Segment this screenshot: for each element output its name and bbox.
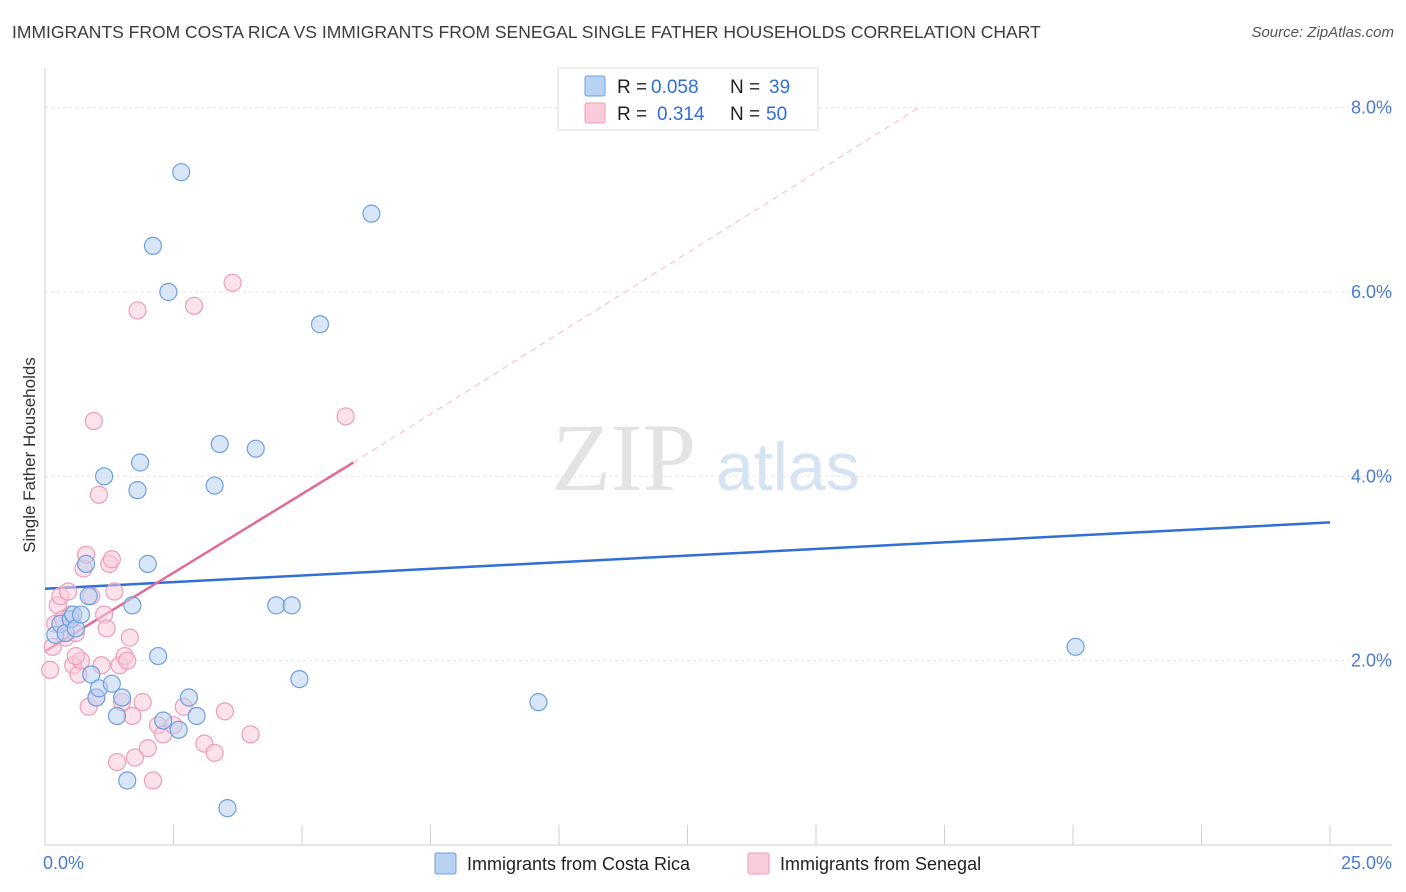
chart-title: IMMIGRANTS FROM COSTA RICA VS IMMIGRANTS… — [12, 22, 1041, 42]
data-point-senegal — [84, 411, 103, 431]
axes — [44, 68, 1392, 846]
data-point-costa-rica — [310, 315, 330, 334]
data-point-costa-rica — [529, 693, 548, 712]
watermark-atlas: atlas — [716, 429, 860, 505]
data-point-senegal — [143, 771, 163, 790]
legend-swatch-costa-rica — [584, 75, 606, 97]
data-point-senegal — [41, 660, 60, 679]
y-tick-label: 2.0% — [1351, 651, 1392, 671]
data-point-senegal — [66, 646, 85, 666]
y-tick-label: 4.0% — [1351, 466, 1392, 486]
data-point-senegal — [241, 725, 260, 744]
data-point-costa-rica — [118, 771, 137, 790]
x-tick-labels: 0.0% 25.0% — [43, 853, 1392, 873]
watermark-zip: ZIP — [552, 404, 696, 511]
data-point-costa-rica — [102, 674, 121, 693]
y-tick-label: 6.0% — [1351, 282, 1392, 302]
legend-n-label-senegal: N = — [730, 104, 760, 125]
trend-line-extension-1 — [353, 107, 920, 464]
data-point-costa-rica — [282, 596, 301, 615]
data-point-costa-rica — [205, 476, 224, 495]
data-point-costa-rica — [362, 204, 381, 223]
data-point-costa-rica — [172, 163, 191, 182]
legend-r-value-costa-rica: 0.058 — [651, 77, 699, 98]
data-point-senegal — [97, 619, 116, 638]
x-tick-label-max: 25.0% — [1341, 853, 1392, 873]
bottom-legend-label-costa-rica: Immigrants from Costa Rica — [467, 854, 691, 874]
data-point-costa-rica — [179, 688, 199, 707]
data-point-costa-rica — [138, 554, 157, 573]
data-point-senegal — [336, 407, 355, 426]
y-axis-label: Single Father Households — [20, 357, 39, 553]
data-points — [41, 163, 1085, 818]
y-tick-label: 8.0% — [1351, 98, 1392, 118]
data-point-senegal — [215, 702, 234, 721]
data-point-costa-rica — [82, 665, 101, 684]
legend-r-label-costa-rica: R = — [617, 77, 647, 98]
data-point-costa-rica — [148, 646, 168, 666]
trend-line-0 — [44, 521, 1331, 591]
data-point-costa-rica — [187, 706, 206, 726]
data-point-senegal — [184, 296, 204, 315]
data-point-costa-rica — [159, 282, 178, 302]
data-point-costa-rica — [77, 554, 96, 573]
data-point-senegal — [107, 752, 127, 772]
data-point-senegal — [223, 273, 242, 292]
legend-n-value-costa-rica: 39 — [769, 77, 790, 98]
watermark: ZIP atlas — [552, 404, 860, 511]
legend-n-label-costa-rica: N = — [730, 77, 760, 98]
data-point-costa-rica — [218, 799, 237, 818]
data-point-senegal — [105, 582, 124, 601]
data-point-senegal — [138, 739, 157, 758]
data-point-senegal — [133, 693, 152, 712]
bottom-legend-swatch-senegal — [747, 852, 770, 875]
data-point-costa-rica — [112, 688, 132, 707]
data-point-senegal — [125, 748, 145, 767]
data-point-costa-rica — [130, 453, 150, 472]
bottom-legend-swatch-costa-rica — [434, 852, 457, 875]
data-point-costa-rica — [95, 467, 114, 486]
y-tick-labels: 2.0% 4.0% 6.0% 8.0% — [1351, 98, 1392, 671]
data-point-costa-rica — [107, 706, 127, 726]
data-point-costa-rica — [1066, 637, 1085, 656]
legend-n-value-senegal: 50 — [766, 104, 787, 125]
data-point-costa-rica — [210, 434, 229, 454]
data-point-senegal — [102, 550, 121, 569]
legend-r-value-senegal: 0.314 — [657, 104, 705, 125]
data-point-costa-rica — [79, 587, 98, 606]
bottom-legend-label-senegal: Immigrants from Senegal — [780, 854, 981, 874]
trend-line-1 — [44, 461, 355, 653]
data-point-senegal — [59, 582, 78, 601]
data-point-senegal — [118, 651, 137, 670]
x-tick-label-min: 0.0% — [43, 853, 84, 873]
data-point-costa-rica — [267, 596, 286, 615]
gridlines — [45, 107, 1392, 662]
data-point-senegal — [89, 485, 109, 504]
data-point-costa-rica — [143, 236, 163, 256]
data-point-senegal — [120, 628, 139, 647]
bottom-legend: Immigrants from Costa Rica Immigrants fr… — [434, 852, 981, 875]
chart-source: Source: ZipAtlas.com — [1251, 24, 1394, 41]
legend-r-label-senegal: R = — [617, 104, 647, 125]
trend-lines — [44, 107, 1331, 653]
data-point-costa-rica — [128, 481, 147, 500]
data-point-senegal — [205, 743, 224, 762]
data-point-costa-rica — [154, 711, 173, 730]
data-point-costa-rica — [123, 596, 142, 615]
legend: R = 0.058 N = 39 R = 0.314 N = 50 — [557, 67, 819, 131]
data-point-costa-rica — [169, 720, 188, 739]
legend-swatch-senegal — [584, 102, 606, 124]
data-point-costa-rica — [246, 439, 265, 458]
data-point-costa-rica — [71, 605, 91, 624]
data-point-costa-rica — [290, 669, 309, 689]
data-point-senegal — [128, 301, 147, 320]
